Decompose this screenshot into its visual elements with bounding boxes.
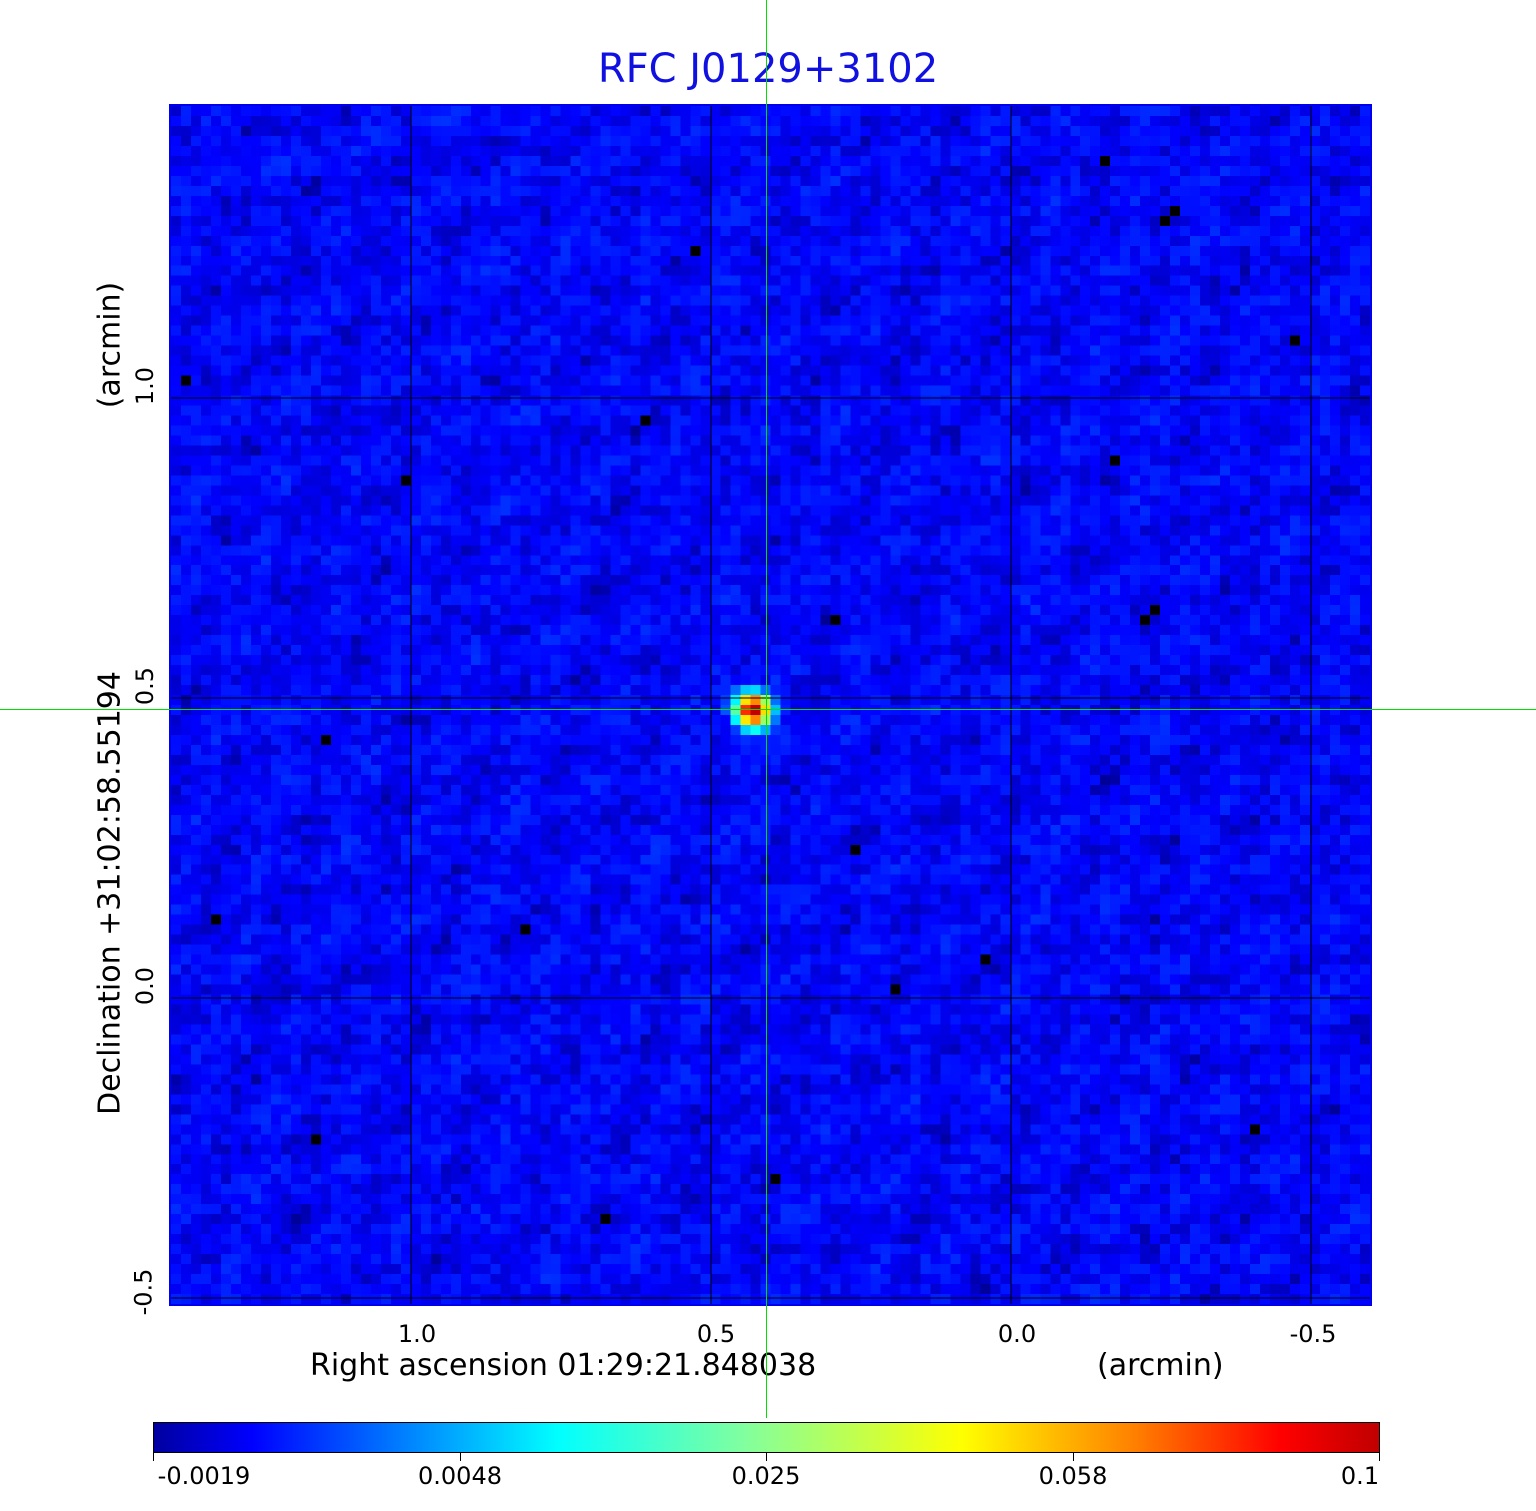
colorbar-tick bbox=[1073, 1453, 1074, 1461]
y-tick-label: 1.0 bbox=[131, 366, 160, 406]
colorbar-tick bbox=[1379, 1453, 1380, 1461]
y-tick-label: -0.5 bbox=[129, 1268, 158, 1316]
x-axis-label: Right ascension 01:29:21.848038 bbox=[310, 1348, 817, 1383]
colorbar-tick-label: 0.025 bbox=[731, 1462, 801, 1490]
x-tick-label: -0.5 bbox=[1289, 1320, 1337, 1348]
y-axis-unit: (arcmin) bbox=[92, 281, 128, 409]
colorbar bbox=[153, 1422, 1380, 1453]
x-tick-label: 1.0 bbox=[397, 1320, 437, 1348]
image-plot-area[interactable] bbox=[169, 104, 1372, 1306]
y-tick-label: 0.0 bbox=[131, 966, 160, 1006]
x-tick-label: 0.0 bbox=[997, 1320, 1037, 1348]
radio-intensity-map bbox=[171, 106, 1370, 1304]
x-tick-label: 0.5 bbox=[696, 1320, 736, 1348]
colorbar-tick-label: -0.0019 bbox=[157, 1462, 251, 1490]
y-tick-label: 0.5 bbox=[131, 666, 160, 706]
colorbar-tick-label: 0.058 bbox=[1038, 1462, 1108, 1490]
colorbar-tick bbox=[153, 1453, 154, 1461]
x-axis-unit: (arcmin) bbox=[1097, 1348, 1224, 1383]
colorbar-tick-label: 0.0048 bbox=[418, 1462, 502, 1490]
chart-title: RFC J0129+3102 bbox=[597, 46, 939, 92]
y-axis-label: Declination +31:02:58.55194 bbox=[92, 671, 128, 1115]
grid-overlay bbox=[171, 106, 1370, 1304]
crosshair-horizontal bbox=[0, 709, 1536, 710]
colorbar-tick bbox=[460, 1453, 461, 1461]
colorbar-tick bbox=[766, 1453, 767, 1461]
colorbar-tick-label: 0.1 bbox=[1340, 1462, 1380, 1490]
